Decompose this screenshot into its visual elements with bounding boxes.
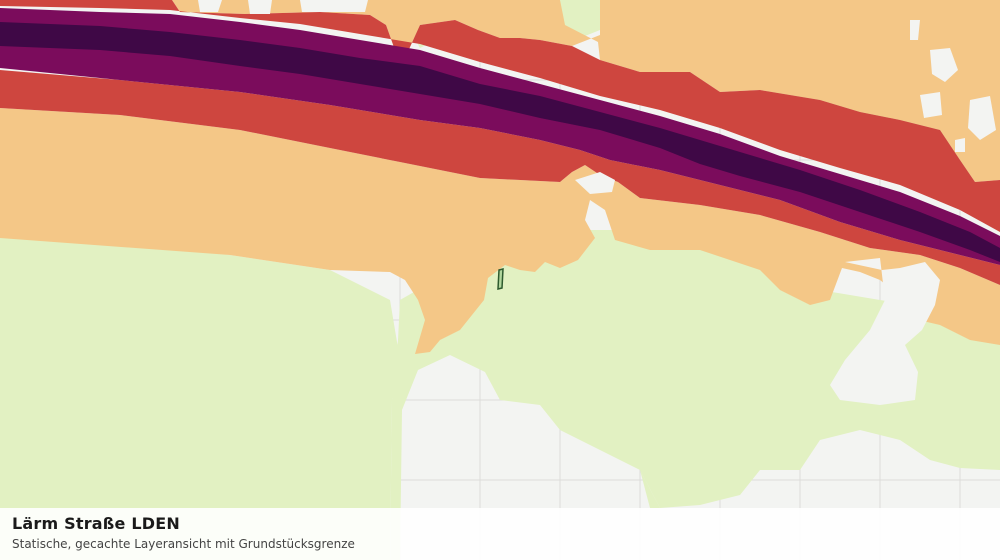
- noise-class-mid: [0, 0, 1000, 285]
- map-gaps: [198, 0, 996, 405]
- noise-class-highest: [0, 22, 1000, 262]
- layer-subtitle: Statische, gecachte Layeransicht mit Gru…: [12, 537, 355, 551]
- layer-caption: Lärm Straße LDEN Statische, gecachte Lay…: [0, 508, 1000, 560]
- layer-title: Lärm Straße LDEN: [12, 514, 180, 533]
- noise-class-low: [0, 0, 1000, 354]
- noise-class-high: [0, 8, 1000, 265]
- parcel-boundary[interactable]: [497, 268, 504, 290]
